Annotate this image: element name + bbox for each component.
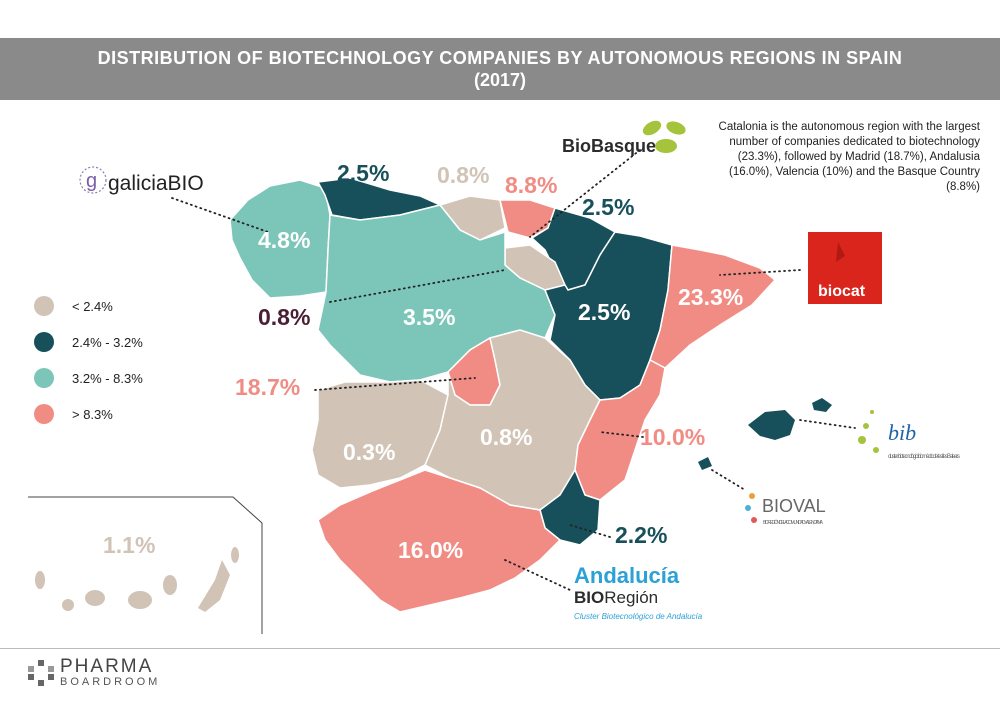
legend-label: > 8.3% <box>72 406 113 422</box>
pct-asturias: 2.5% <box>337 160 389 186</box>
title-line2: (2017) <box>473 70 527 90</box>
legend-label: 2.4% - 3.2% <box>72 334 143 350</box>
pct-murcia: 2.2% <box>615 522 667 548</box>
legend-swatch <box>34 296 54 316</box>
andalucia-logo-region: Región <box>604 588 658 607</box>
leader-lines <box>171 149 856 591</box>
region-balearic-mallorca[interactable] <box>748 410 795 440</box>
region-valencia[interactable] <box>574 358 666 501</box>
title-banner: DISTRIBUTION OF BIOTECHNOLOGY COMPANIES … <box>0 38 1000 100</box>
bib-logo-text: bib <box>888 420 916 445</box>
legend-item: < 2.4% <box>34 288 143 324</box>
legend-label: < 2.4% <box>72 298 113 314</box>
andalucia-logo-bio: BIO <box>574 588 604 607</box>
region-extremadura[interactable] <box>311 379 449 489</box>
andalucia-logo-text: Andalucía <box>574 563 680 588</box>
canary-inset-border <box>28 496 263 634</box>
region-canary-islands[interactable] <box>35 547 239 612</box>
legend-swatch <box>34 332 54 352</box>
pct-cantabria: 0.8% <box>437 162 489 188</box>
brand-sub: BOARDROOM <box>60 676 161 688</box>
pct-extremadura: 0.3% <box>343 439 395 465</box>
pharma-boardroom-logo: PHARMA BOARDROOM <box>28 657 160 688</box>
biocat-logo-text: biocat <box>818 283 866 300</box>
pct-madrid: 18.7% <box>235 374 300 400</box>
bioval-logo: BIOVAL BIOREGIÓN DE LA COMUNIDAD VALENCI… <box>745 493 826 526</box>
andalucia-logo-sub: Cluster Biotecnológico de Andalucía <box>574 612 703 621</box>
andalucia-logo-bioregion: BIORegión <box>574 588 658 607</box>
legend-item: 3.2% - 8.3% <box>34 360 143 396</box>
region-catalonia[interactable] <box>649 244 777 369</box>
legend-swatch <box>34 404 54 424</box>
legend-swatch <box>34 368 54 388</box>
pharma-logo-icon <box>28 659 54 686</box>
pct-andalusia: 16.0% <box>398 537 463 563</box>
legend: < 2.4% 2.4% - 3.2% 3.2% - 8.3% > 8.3% <box>34 288 143 432</box>
bib-logo: bib cluster biotecnològic i biomèdic de … <box>858 410 960 460</box>
pct-valencia: 10.0% <box>640 424 705 450</box>
pct-navarra: 2.5% <box>582 194 634 220</box>
region-andalusia[interactable] <box>317 469 562 613</box>
pct-basque: 8.8% <box>505 172 557 198</box>
region-balearic-menorca[interactable] <box>812 398 832 412</box>
bioval-logo-sub: BIOREGIÓN DE LA COMUNIDAD VALENCIANA <box>763 519 824 526</box>
pct-castilla-mancha: 0.8% <box>480 424 532 450</box>
pct-galicia: 4.8% <box>258 227 310 253</box>
pct-aragon: 2.5% <box>578 299 630 325</box>
bib-logo-sub: cluster biotecnològic i biomèdic de les … <box>888 454 960 460</box>
biobasque-logo-text: BioBasque <box>562 136 656 156</box>
region-balearic-ibiza[interactable] <box>698 457 712 470</box>
biobasque-logo: BioBasque <box>562 120 686 156</box>
galiciabio-logo-g: g <box>86 170 97 192</box>
pct-canarias: 1.1% <box>103 532 155 558</box>
pct-castilla-leon: 3.5% <box>403 304 455 330</box>
pct-larioja: 0.8% <box>258 304 310 330</box>
galiciabio-logo-text: galiciaBIO <box>108 172 204 195</box>
bioval-logo-text: BIOVAL <box>762 496 826 516</box>
legend-item: 2.4% - 3.2% <box>34 324 143 360</box>
andalucia-bioregion-logo: Andalucía BIORegión Cluster Biotecnológi… <box>574 563 703 621</box>
title-line1: DISTRIBUTION OF BIOTECHNOLOGY COMPANIES … <box>97 48 903 68</box>
pct-catalonia: 23.3% <box>678 284 743 310</box>
brand-name: PHARMA <box>60 656 154 677</box>
biocat-logo: biocat <box>808 232 882 304</box>
footer-divider <box>0 648 1000 649</box>
legend-label: 3.2% - 8.3% <box>72 370 143 386</box>
legend-item: > 8.3% <box>34 396 143 432</box>
galiciabio-logo: g galiciaBIO <box>79 166 204 195</box>
summary-note: Catalonia is the autonomous region with … <box>718 121 980 193</box>
